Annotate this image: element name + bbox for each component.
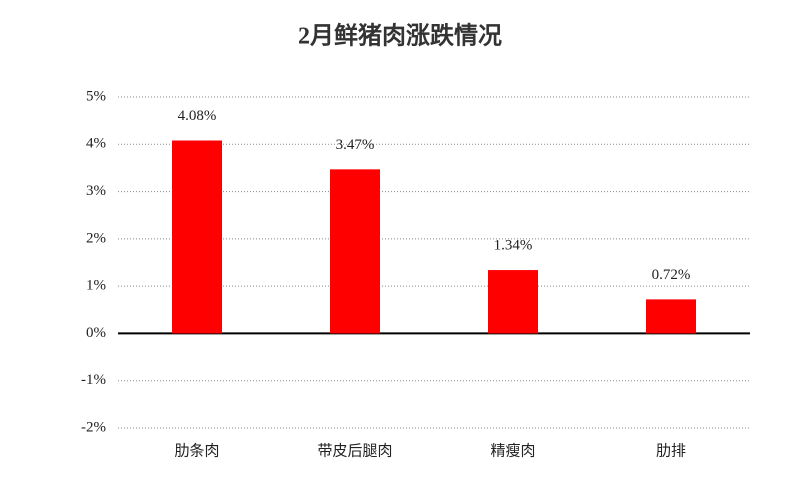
y-tick-label: -1% [81,372,106,388]
y-tick-label: 1% [86,278,106,294]
y-tick-label: 5% [86,88,106,104]
y-tick-label: 3% [86,183,106,199]
bar [172,140,222,334]
data-label: 4.08% [178,108,217,124]
y-tick-label: -2% [81,419,106,435]
x-tick-label: 肋条肉 [174,442,219,459]
y-tick-label: 4% [86,136,106,152]
x-tick-label: 肋排 [656,442,686,459]
y-tick-label: 2% [86,230,106,246]
x-tick-label: 带皮后腿肉 [317,442,392,459]
data-label: 0.72% [652,267,691,283]
data-label: 3.47% [336,137,375,153]
x-tick-label: 精瘦肉 [490,442,535,459]
bar [330,169,380,334]
bar [488,270,538,334]
chart-title: 2月鲜猪肉涨跌情况 [298,22,502,50]
bar [646,299,696,334]
data-label: 1.34% [494,238,533,254]
y-tick-label: 0% [86,325,106,341]
